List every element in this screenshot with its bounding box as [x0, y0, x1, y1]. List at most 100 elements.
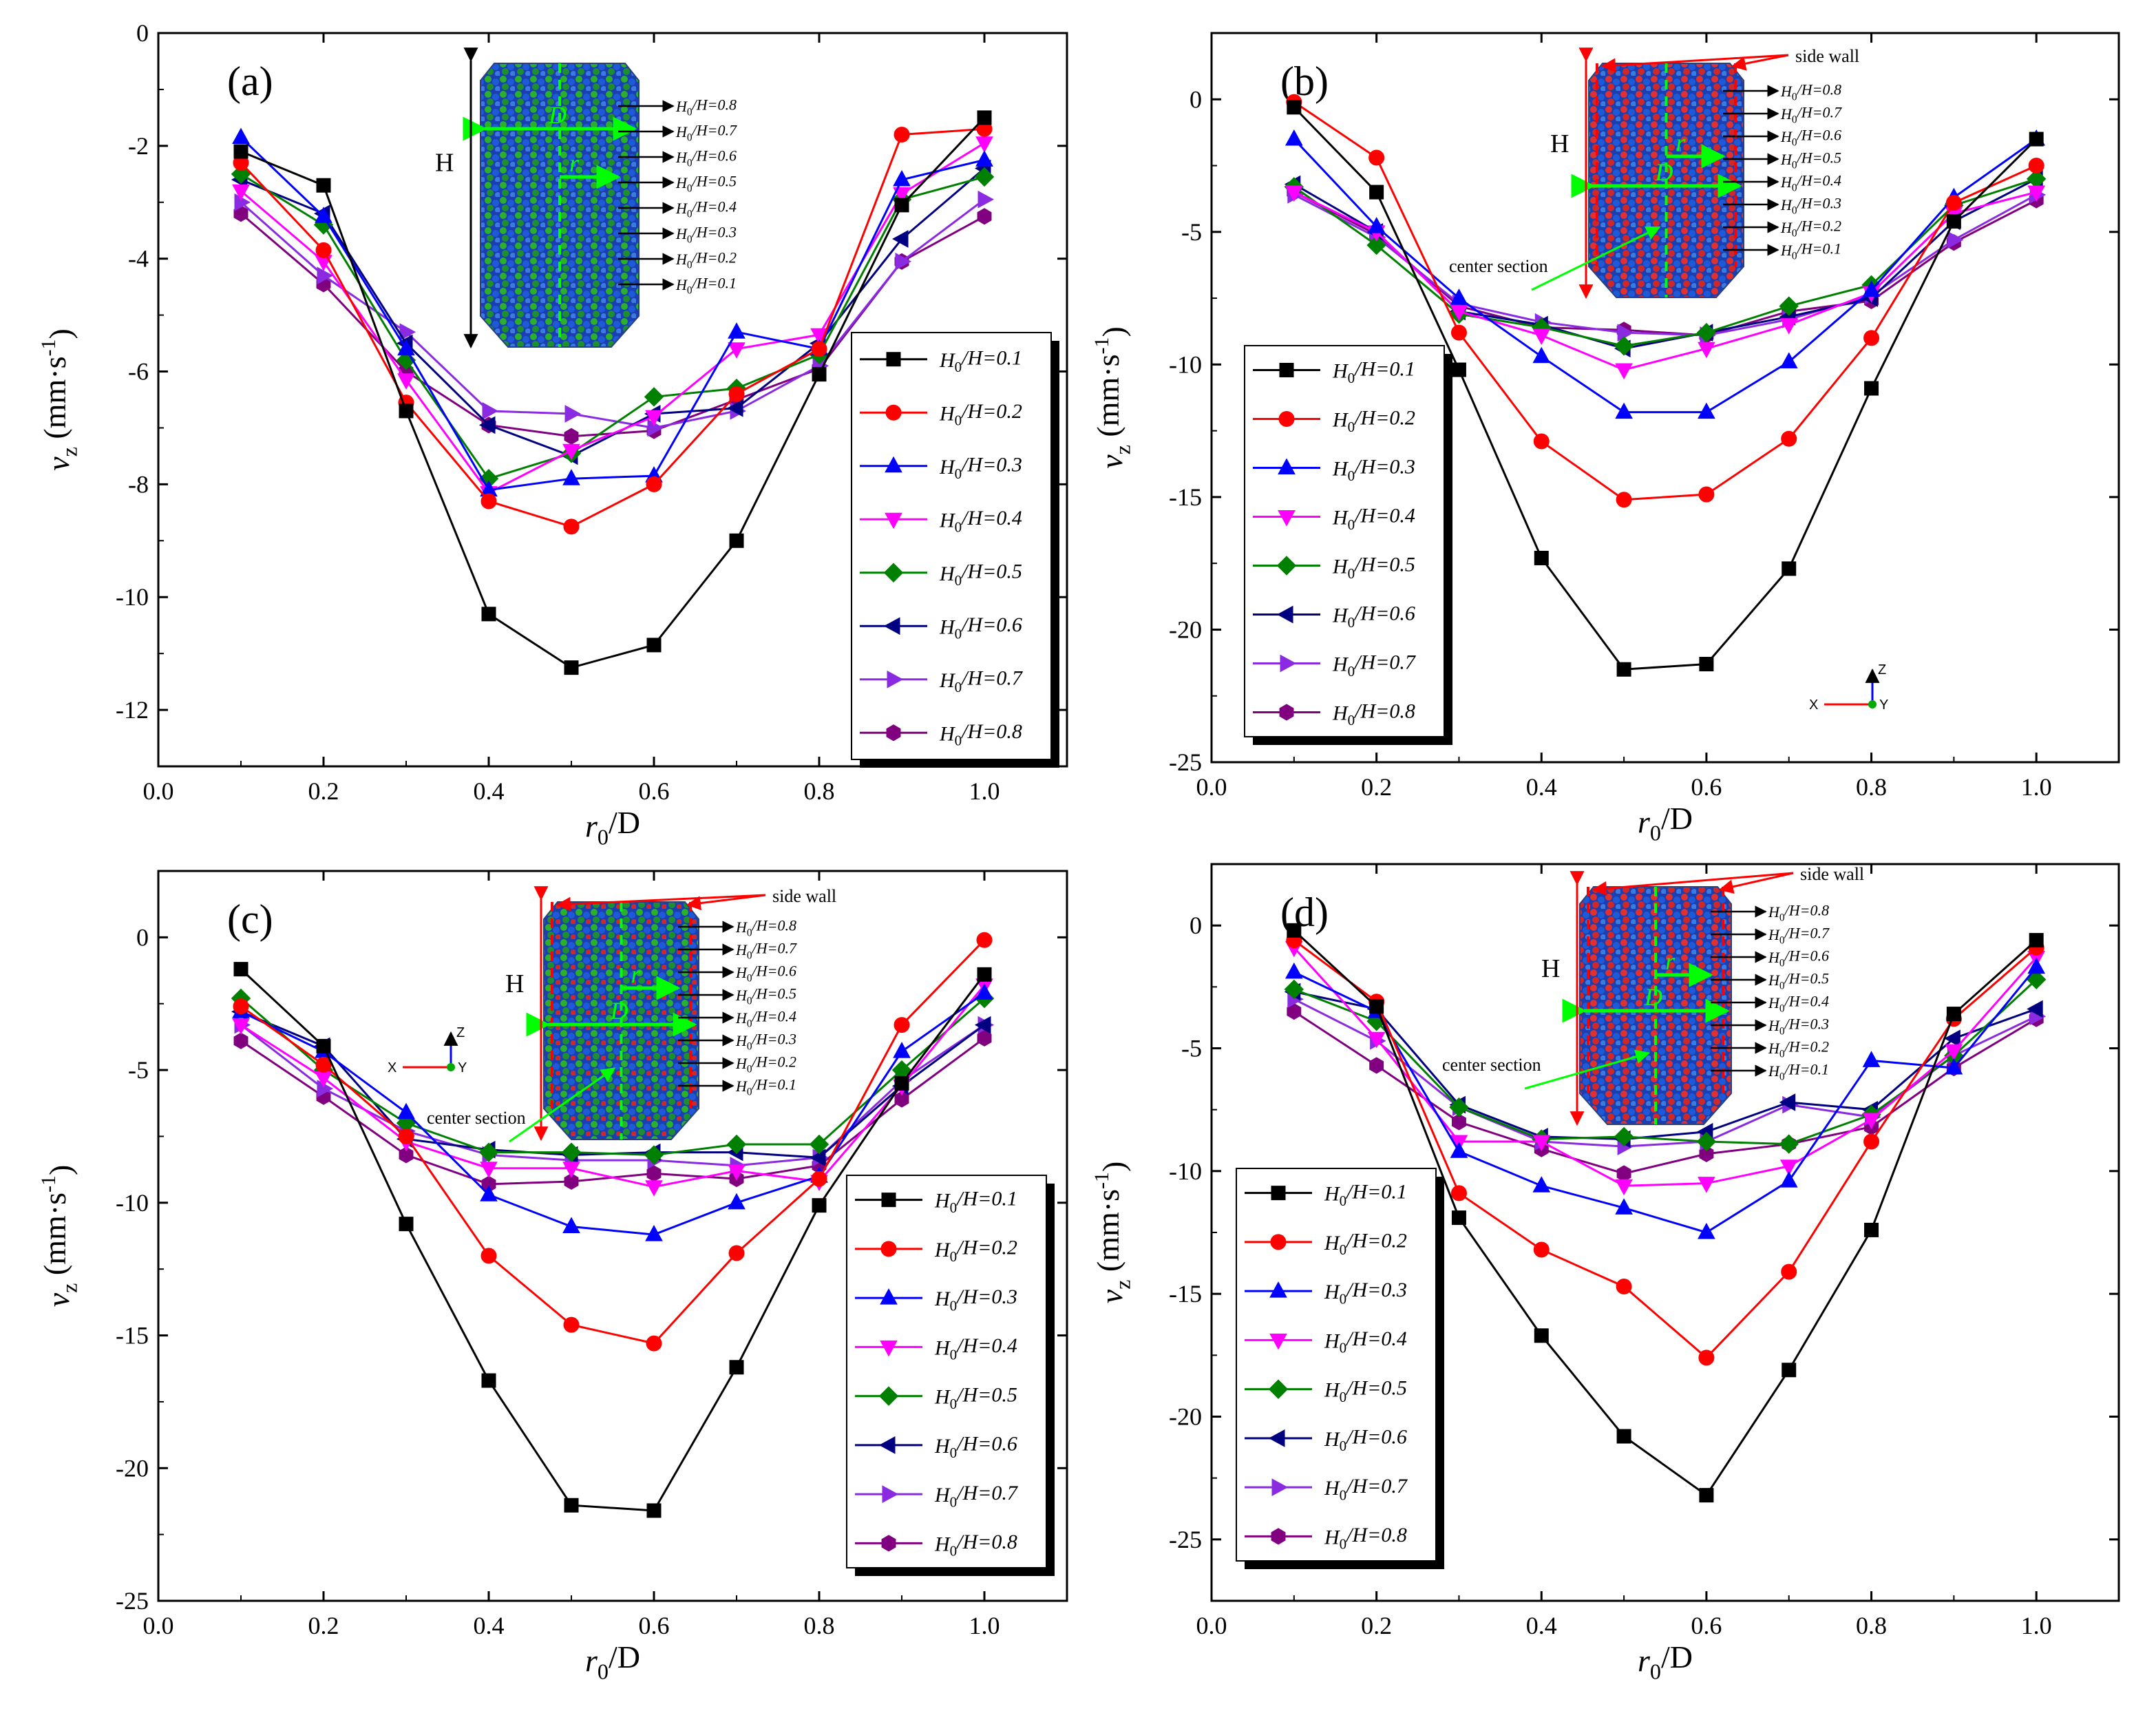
- data-point: [234, 193, 251, 211]
- x-tick-label: 0.4: [1526, 1612, 1557, 1639]
- legend-marker: [885, 512, 902, 529]
- data-point: [480, 1162, 498, 1178]
- data-point: [1451, 1113, 1466, 1131]
- center-section-label: center section: [1449, 256, 1548, 276]
- data-point: [644, 1145, 664, 1165]
- data-point: [233, 144, 249, 159]
- data-point: [894, 198, 909, 213]
- data-point: [1945, 194, 1962, 211]
- data-point: [976, 932, 993, 948]
- level-label: H0/H=0.7: [1780, 104, 1842, 126]
- legend-label: H0/H=0.5: [1332, 553, 1415, 582]
- center-section-label: center section: [427, 1108, 526, 1128]
- data-point: [645, 410, 663, 427]
- data-point: [1779, 1159, 1798, 1176]
- legend: H0/H=0.1 H0/H=0.2 H0/H=0.3 H0/H=0.4 H0/H=0.5…: [851, 332, 1059, 768]
- legend-marker: [1278, 411, 1295, 427]
- data-point: [1864, 1222, 1879, 1237]
- legend-marker: [886, 724, 901, 742]
- diameter-label: D: [1644, 983, 1662, 1011]
- legend-marker: [880, 1241, 897, 1257]
- series-00.1: [233, 110, 992, 675]
- level-label: H0/H=0.1: [1768, 1061, 1829, 1083]
- legend-marker: [1269, 1281, 1287, 1298]
- data-point: [2028, 158, 2044, 174]
- y-tick-label: -25: [1169, 748, 1202, 776]
- legend-marker: [882, 1485, 899, 1503]
- data-point: [1945, 1044, 1963, 1061]
- level-label: H0/H=0.5: [1780, 149, 1841, 171]
- data-point: [1532, 346, 1551, 364]
- data-point: [1698, 402, 1715, 419]
- data-point: [1450, 304, 1468, 322]
- y-tick-label: -4: [128, 245, 149, 273]
- panel-c: 0.0 0.2 0.4 0.6 0.8 1.0 0 -5 -10 -15 -20 -25 r0/D vz …: [37, 870, 1068, 1683]
- legend-marker: [880, 1340, 898, 1357]
- data-point: [728, 1245, 745, 1261]
- data-point: [478, 416, 496, 434]
- data-point: [1533, 1241, 1550, 1258]
- data-point: [728, 342, 746, 359]
- x-tick-label: 0.8: [804, 777, 835, 805]
- series-line: [1293, 1010, 2037, 1175]
- y-tick-label: -2: [128, 132, 149, 160]
- y-axis-label: vz (mm·s-1): [1090, 1162, 1134, 1304]
- radius-label: r: [1665, 947, 1676, 975]
- data-point: [397, 1102, 415, 1120]
- data-point: [480, 493, 497, 510]
- level-label: H0/H=0.3: [1768, 1016, 1829, 1038]
- x-tick-label: 0.0: [143, 777, 174, 805]
- data-point: [647, 419, 664, 437]
- data-point: [646, 638, 662, 653]
- height-label: H: [1550, 129, 1569, 158]
- level-label: H0/H=0.8: [1780, 81, 1841, 103]
- data-point: [1614, 1126, 1634, 1147]
- y-tick-label: -20: [1169, 1403, 1202, 1431]
- data-point: [481, 607, 496, 622]
- series-line: [240, 984, 986, 1188]
- level-label: H0/H=0.2: [675, 249, 737, 271]
- data-point: [564, 660, 579, 675]
- center-section-arrow: [1531, 226, 1661, 291]
- x-tick-label: 0.6: [639, 777, 670, 805]
- panel-d: 0.0 0.2 0.4 0.6 0.8 1.0 0 -5 -10 -15 -20 -25 r0/D vz …: [1090, 863, 2120, 1683]
- data-point: [891, 230, 909, 248]
- data-point: [894, 126, 910, 143]
- data-point: [894, 1017, 910, 1033]
- legend: H0/H=0.1 H0/H=0.2 H0/H=0.3 H0/H=0.4 H0/H=0.5…: [1244, 345, 1452, 745]
- legend-label: H0/H=0.7: [1332, 651, 1417, 680]
- data-point: [893, 1042, 911, 1058]
- side-wall-label: side wall: [772, 886, 836, 906]
- data-point: [726, 399, 743, 417]
- y-tick-label: -5: [1181, 218, 1202, 246]
- legend-label: H0/H=0.6: [939, 613, 1022, 642]
- data-point: [895, 252, 912, 271]
- z-axis-label: Z: [1878, 662, 1886, 678]
- y-axis-dot: [1868, 700, 1877, 708]
- data-point: [398, 1128, 414, 1144]
- legend-label: H0/H=0.2: [1324, 1230, 1407, 1259]
- legend-box: [851, 332, 1052, 760]
- data-point: [1616, 1429, 1631, 1444]
- plot-frame: [157, 32, 1068, 768]
- level-label: H0/H=0.8: [735, 917, 796, 939]
- level-label: H0/H=0.6: [1780, 127, 1841, 149]
- data-point: [1450, 288, 1468, 305]
- data-point: [1863, 1133, 1880, 1150]
- level-label: H0/H=0.3: [735, 1031, 796, 1053]
- data-point: [1698, 486, 1715, 503]
- data-point: [1369, 1057, 1384, 1074]
- data-point: [1945, 1058, 1963, 1075]
- y-tick-label: -10: [116, 1189, 149, 1217]
- data-point: [1779, 352, 1798, 369]
- data-point: [233, 962, 249, 977]
- data-point: [1781, 1263, 1797, 1280]
- data-point: [646, 1503, 662, 1518]
- data-point: [1699, 1488, 1714, 1503]
- data-point: [1449, 1097, 1469, 1117]
- data-point: [1285, 962, 1303, 979]
- data-point: [975, 983, 993, 1000]
- data-point: [1450, 1185, 1467, 1201]
- data-point: [562, 443, 580, 461]
- y-tick-label: -10: [1169, 1157, 1202, 1185]
